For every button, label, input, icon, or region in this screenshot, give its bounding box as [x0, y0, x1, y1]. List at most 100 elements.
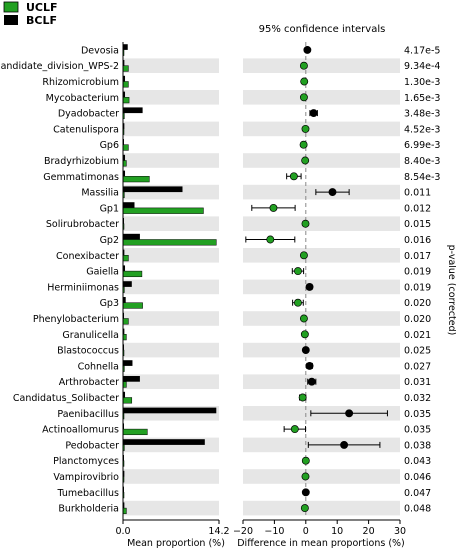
difference-point [301, 488, 310, 497]
p-value-label: 4.52e-3 [404, 124, 440, 135]
p-value-label: 0.048 [404, 504, 431, 515]
stripe-right [243, 248, 400, 263]
difference-axis: −20 −10 0 10 20 30 [233, 519, 406, 537]
difference-point [307, 377, 316, 386]
bar-bclf [123, 75, 126, 82]
difference-point [303, 45, 312, 54]
p-value-label: 0.015 [404, 219, 431, 230]
p-value-label: 0.046 [404, 472, 431, 483]
category-labels: Devosia candidate_division_WPS-2 Rhizomicr… [0, 45, 119, 514]
difference-point [269, 203, 278, 212]
difference-point [328, 188, 337, 197]
p-value-label: 0.035 [404, 425, 431, 436]
p-value-label: 0.043 [404, 456, 431, 467]
difference-point [299, 251, 308, 260]
stripe-right [243, 374, 400, 389]
difference-point [309, 109, 318, 118]
bar-uclf [122, 65, 129, 72]
p-value-label: 1.30e-3 [404, 77, 440, 88]
category-label: Solirubrobacter [46, 219, 119, 230]
p-value-label: 0.020 [404, 314, 431, 325]
difference-point [294, 298, 302, 307]
row-stripes [123, 58, 400, 516]
stripe-left [123, 342, 219, 358]
p-value-label: 0.038 [404, 440, 431, 451]
difference-point [301, 456, 310, 465]
category-label: Cohnella [78, 361, 119, 372]
p-value-label: 0.016 [404, 235, 431, 246]
bar-bclf [123, 407, 217, 414]
bar-uclf [122, 507, 127, 515]
legend: UCLF BCLF [3, 1, 58, 27]
bar-bclf [123, 202, 135, 208]
difference-point [300, 77, 309, 86]
stripe-right [243, 500, 400, 516]
category-label: Blastococcus [57, 346, 119, 357]
difference-point [299, 140, 308, 149]
mean-proportion-tick-label: 14.2 [208, 526, 229, 537]
difference-point [345, 409, 354, 418]
bar-uclf [122, 270, 143, 278]
difference-point [300, 330, 309, 339]
category-label: Devosia [81, 45, 119, 56]
difference-tick-label: −10 [264, 526, 284, 537]
stripe-left [123, 58, 219, 73]
difference-point [298, 393, 307, 402]
bar-uclf [122, 381, 127, 388]
bar-uclf [122, 428, 148, 436]
p-value-label: 0.025 [404, 346, 431, 357]
category-label: Tumebacillus [57, 488, 119, 499]
difference-point [266, 235, 275, 244]
stripe-left [123, 311, 219, 326]
difference-point [290, 425, 299, 434]
mean-proportion-axis: 0.0 14.2 [115, 42, 230, 537]
p-value-label: 0.019 [404, 267, 431, 278]
p-value-label: 0.012 [404, 203, 431, 214]
category-label: Vampirovibrio [53, 472, 119, 483]
p-value-label: 0.021 [404, 330, 431, 341]
p-value-label: 6.99e-3 [404, 140, 440, 151]
p-value-label: 0.035 [404, 409, 431, 420]
bar-uclf [122, 255, 129, 262]
bar-uclf [122, 81, 129, 88]
bar-bclf [123, 265, 126, 272]
category-label: Gp6 [100, 140, 119, 151]
p-value-label: 0.011 [404, 188, 431, 199]
category-label: Pedobacter [65, 440, 119, 451]
difference-point [289, 172, 298, 181]
bar-bclf [123, 376, 140, 382]
stripe-left [123, 469, 219, 484]
bar-uclf [122, 160, 127, 167]
p-value-label: 0.017 [404, 251, 431, 262]
p-value-axis-label: p-value (corrected) [446, 245, 456, 336]
bar-bclf [123, 107, 143, 114]
p-value-label: 9.34e-4 [404, 61, 440, 72]
p-value-label: 0.019 [404, 282, 431, 293]
mean-proportion-bars [122, 44, 217, 515]
category-label: Gp1 [100, 203, 119, 214]
bar-uclf [122, 397, 133, 404]
stripe-right [243, 216, 400, 231]
stripe-right [243, 469, 400, 484]
legend-swatch-uclf [3, 1, 19, 13]
p-value-labels: 4.17e-5 9.34e-4 1.30e-3 1.65e-3 3.48e-3 4.52e… [404, 45, 440, 514]
difference-tick-label: 10 [331, 526, 343, 537]
bar-bclf [123, 281, 132, 287]
bar-bclf [123, 328, 125, 335]
bar-bclf [123, 249, 125, 256]
bar-bclf [123, 44, 128, 50]
difference-point [301, 346, 310, 355]
bar-bclf [123, 186, 183, 193]
category-label: Catenulispora [53, 124, 119, 135]
difference-point [299, 314, 308, 323]
bar-bclf [123, 170, 126, 177]
p-value-label: 4.17e-5 [404, 45, 440, 56]
legend-label-bclf: BCLF [26, 14, 57, 27]
bar-bclf [123, 297, 126, 303]
bar-bclf [123, 439, 205, 445]
category-label: Gaiella [86, 267, 119, 278]
category-label: Massilia [81, 188, 119, 199]
stripe-left [123, 216, 219, 231]
p-value-label: 0.031 [404, 377, 431, 388]
stripe-left [123, 90, 219, 105]
